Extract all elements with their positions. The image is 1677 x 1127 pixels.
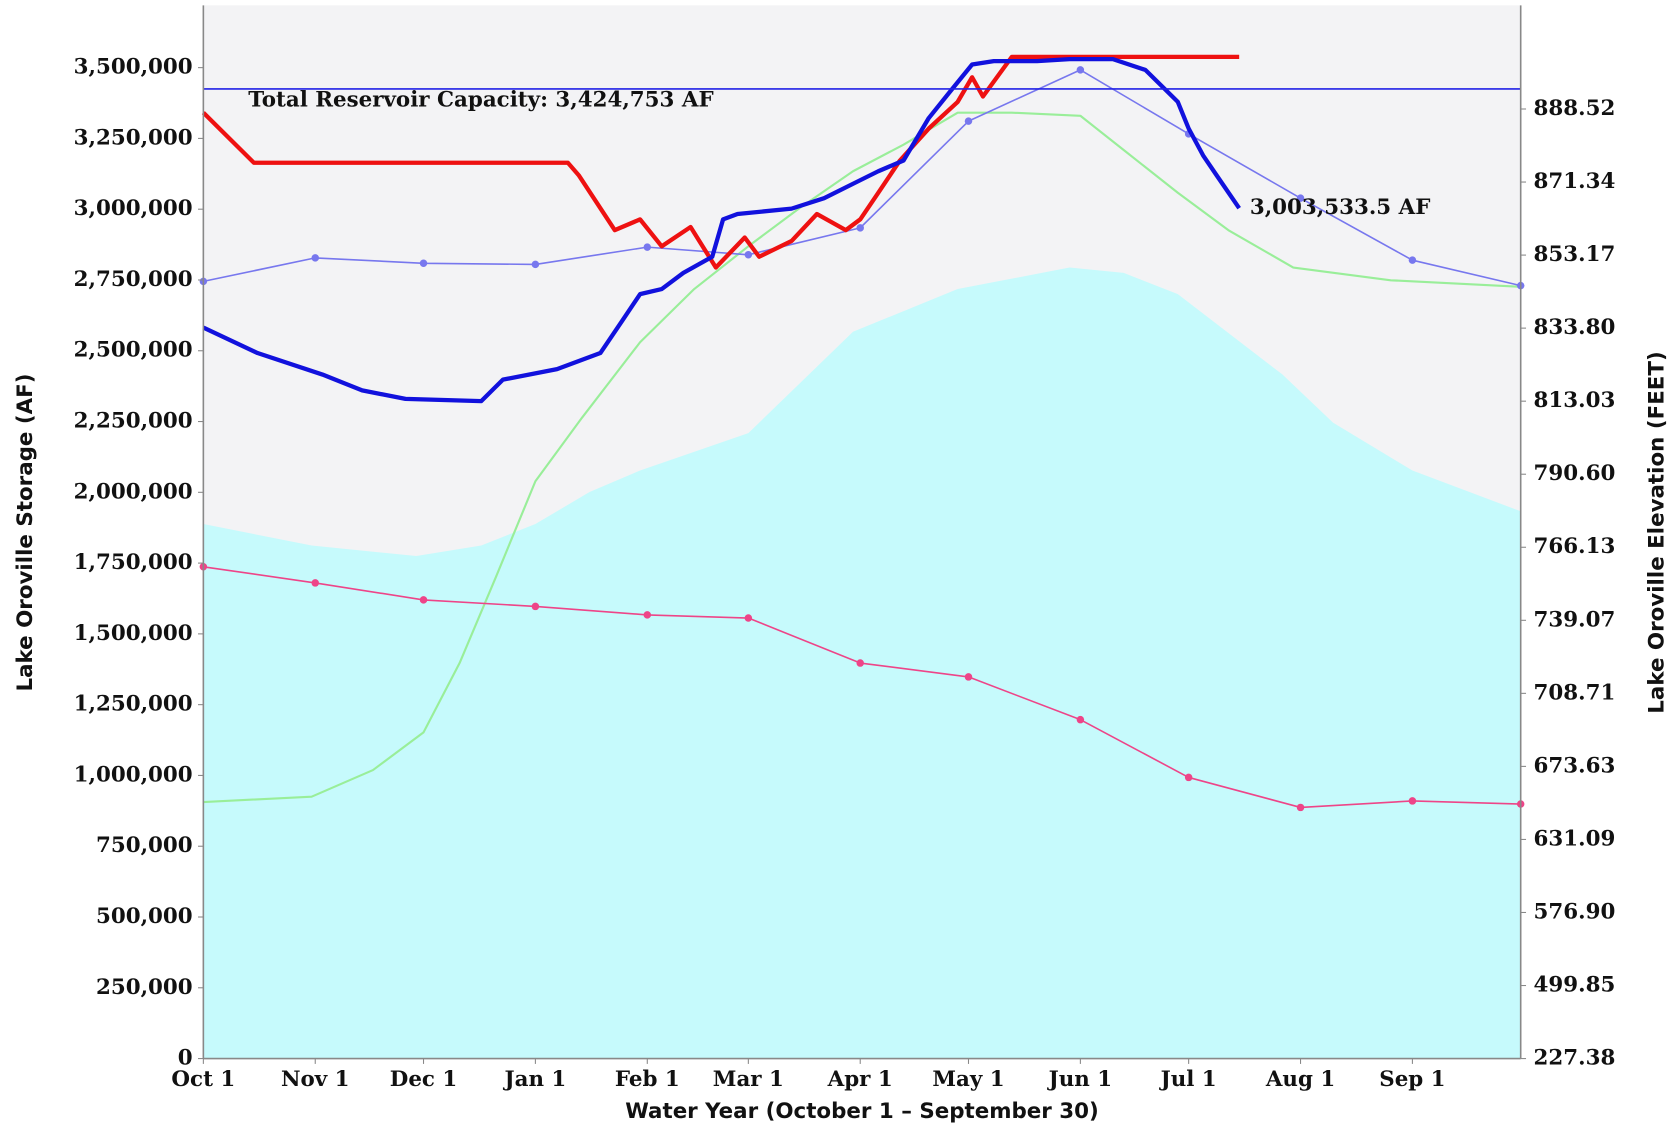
marker bbox=[531, 602, 540, 611]
marker bbox=[1184, 773, 1193, 782]
y2-axis-title: Lake Oroville Elevation (FEET) bbox=[1645, 351, 1670, 713]
y2-tick-label: 708.71 bbox=[1534, 680, 1616, 705]
marker bbox=[856, 659, 864, 667]
y2-tick-label: 739.07 bbox=[1534, 607, 1616, 632]
axes: 0 250,000 500,000 750,000 1,000,000 1,250,000… bbox=[74, 5, 1616, 1092]
y-tick-label: 1,000,000 bbox=[74, 762, 193, 787]
y2-tick-label: 631.09 bbox=[1534, 826, 1616, 851]
x-tick-label: Jul 1 bbox=[1159, 1067, 1217, 1092]
y-tick-label: 2,000,000 bbox=[74, 479, 193, 504]
y2-tick-label: 790.60 bbox=[1534, 461, 1616, 486]
y-tick-label: 3,000,000 bbox=[74, 196, 193, 221]
marker bbox=[311, 254, 319, 262]
marker bbox=[1296, 803, 1305, 812]
end-label: 3,003,533.5 AF bbox=[1250, 195, 1431, 220]
y2-tick-label: 853.17 bbox=[1534, 242, 1616, 267]
y-tick-label: 2,750,000 bbox=[74, 267, 193, 292]
marker bbox=[1296, 194, 1305, 202]
x-tick-label: Apr 1 bbox=[827, 1067, 893, 1092]
line bbox=[202, 57, 1241, 404]
y2-tick-label: 227.38 bbox=[1534, 1046, 1616, 1071]
x-tick-label: Feb 1 bbox=[615, 1067, 680, 1092]
x-tick-label: Dec 1 bbox=[390, 1067, 457, 1092]
plot-area: 3,003,533.5 AF Total Reservoir Capacity: … bbox=[199, 54, 1525, 1059]
marker bbox=[964, 673, 973, 681]
y2-tick-label: 766.13 bbox=[1534, 534, 1616, 559]
y-tick-label: 250,000 bbox=[96, 975, 193, 1000]
y-tick-label: 0 bbox=[178, 1046, 193, 1071]
y-tick-label: 500,000 bbox=[96, 904, 193, 929]
x-axis-title: Water Year (October 1 – September 30) bbox=[625, 1099, 1099, 1124]
marker bbox=[1076, 66, 1085, 74]
line bbox=[203, 111, 1521, 804]
marker bbox=[964, 117, 973, 125]
y-tick-label: 2,250,000 bbox=[74, 409, 193, 434]
marker bbox=[1408, 256, 1417, 264]
y-tick-label: 1,750,000 bbox=[74, 550, 193, 575]
marker bbox=[419, 596, 428, 604]
marker bbox=[1408, 797, 1417, 805]
x-tick-label: Sep 1 bbox=[1379, 1067, 1445, 1092]
x-tick-label: May 1 bbox=[932, 1067, 1004, 1092]
x-tick-label: Aug 1 bbox=[1265, 1067, 1335, 1092]
y2-tick-label: 813.03 bbox=[1534, 388, 1616, 413]
y-tick-label: 750,000 bbox=[96, 833, 193, 858]
x-tick-label: Mar 1 bbox=[713, 1067, 784, 1092]
x-tick-label: Jan 1 bbox=[502, 1067, 566, 1092]
y-tick-label: 2,500,000 bbox=[74, 338, 193, 363]
marker bbox=[531, 260, 540, 269]
y2-tick-label: 576.90 bbox=[1534, 899, 1616, 924]
x-tick-label: Oct 1 bbox=[171, 1067, 235, 1092]
line bbox=[201, 54, 1240, 270]
y2-tick-label: 673.63 bbox=[1534, 753, 1616, 778]
marker bbox=[419, 259, 428, 268]
marker bbox=[744, 614, 753, 622]
y2-tick-label: 833.80 bbox=[1534, 315, 1616, 340]
x-tick-label: Jun 1 bbox=[1047, 1067, 1113, 1092]
marker bbox=[643, 243, 652, 251]
capacity-label: Total Reservoir Capacity: 3,424,753 AF bbox=[248, 88, 713, 113]
y-axis-title: Lake Oroville Storage (AF) bbox=[13, 373, 38, 691]
x-tick-label: Nov 1 bbox=[281, 1067, 350, 1092]
marker bbox=[856, 224, 864, 232]
y2-tick-label: 871.34 bbox=[1534, 169, 1616, 194]
marker bbox=[311, 579, 319, 587]
marker bbox=[643, 611, 652, 619]
marker bbox=[744, 251, 753, 259]
y2-tick-label: 499.85 bbox=[1534, 973, 1616, 998]
y-tick-label: 3,250,000 bbox=[74, 125, 193, 150]
y2-tick-label: 888.52 bbox=[1534, 96, 1616, 121]
marker bbox=[1076, 715, 1085, 724]
y-tick-label: 3,500,000 bbox=[74, 55, 193, 80]
y-tick-label: 1,500,000 bbox=[74, 621, 193, 646]
y-tick-label: 1,250,000 bbox=[74, 692, 193, 717]
